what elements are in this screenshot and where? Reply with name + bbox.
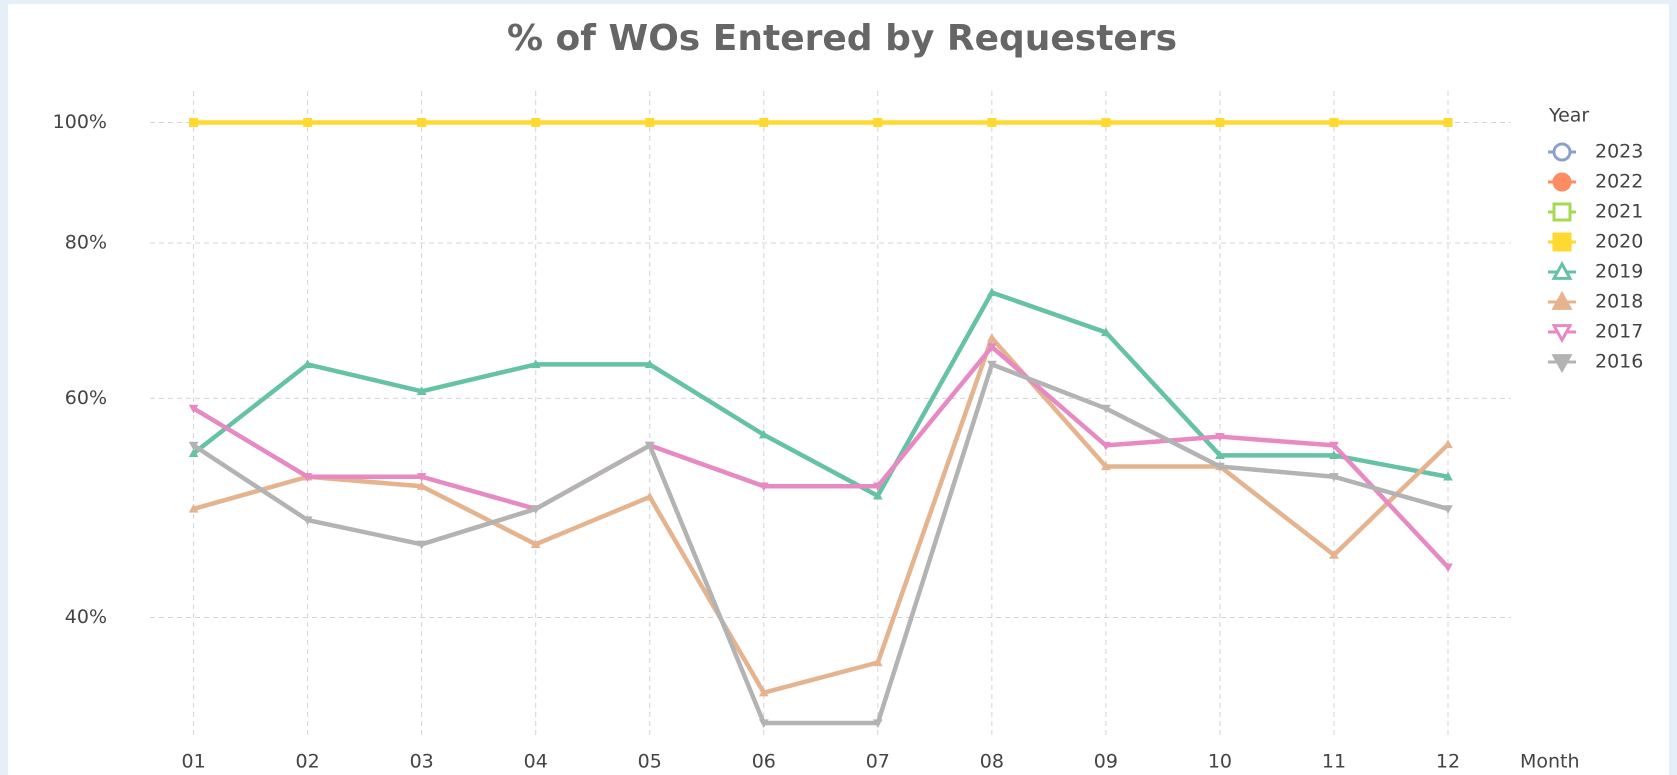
x-tick-label: 06 xyxy=(752,751,776,773)
legend-marker xyxy=(1552,232,1572,252)
legend-marker xyxy=(1551,354,1573,374)
data-point xyxy=(530,359,541,369)
legend-label: 2020 xyxy=(1595,231,1643,253)
data-point xyxy=(1215,117,1225,127)
y-tick-label: 80% xyxy=(65,232,107,254)
series-line xyxy=(192,362,1449,726)
series-line xyxy=(192,290,1449,499)
data-point xyxy=(188,404,199,414)
data-point xyxy=(1443,117,1453,127)
data-point xyxy=(644,441,655,451)
x-tick-label: 09 xyxy=(1094,751,1118,773)
chart-background xyxy=(8,4,1669,775)
data-point xyxy=(188,448,199,458)
x-tick-label: 03 xyxy=(410,751,434,773)
legend-label: 2022 xyxy=(1595,171,1643,193)
data-point xyxy=(530,505,541,514)
data-point xyxy=(1329,441,1339,451)
data-point xyxy=(188,441,199,451)
x-tick-label: 12 xyxy=(1436,751,1460,773)
legend-marker xyxy=(1552,142,1572,162)
data-point xyxy=(872,719,883,729)
data-point xyxy=(872,482,883,492)
legend-marker xyxy=(1552,202,1572,222)
x-tick-label: 10 xyxy=(1208,751,1232,773)
series-line xyxy=(192,344,1450,569)
data-point xyxy=(987,117,997,127)
x-tick-label: 04 xyxy=(524,751,548,773)
data-point xyxy=(758,482,769,492)
x-tick-label: 02 xyxy=(296,751,320,773)
data-point xyxy=(303,117,313,127)
x-tick-label: 11 xyxy=(1322,751,1346,773)
y-tick-label: 40% xyxy=(65,606,107,628)
data-point xyxy=(645,117,655,127)
x-tick-label: 08 xyxy=(980,751,1004,773)
legend-label: 2019 xyxy=(1595,261,1643,283)
data-point xyxy=(1215,432,1225,442)
data-point xyxy=(987,332,997,342)
legend-marker xyxy=(1551,290,1573,310)
data-point xyxy=(873,117,883,127)
x-tick-label: 05 xyxy=(638,751,662,773)
data-point xyxy=(758,429,769,439)
data-point xyxy=(759,117,769,127)
data-point xyxy=(1443,505,1453,514)
y-tick-label: 60% xyxy=(65,387,107,409)
legend-title: Year xyxy=(1548,105,1589,127)
data-point xyxy=(644,359,655,369)
data-point xyxy=(416,473,427,482)
data-point xyxy=(758,687,769,697)
data-point xyxy=(1101,461,1111,471)
x-tick-label: 07 xyxy=(866,751,890,773)
y-tick-label: 100% xyxy=(53,111,107,133)
data-point xyxy=(1443,563,1453,573)
data-point xyxy=(531,117,541,127)
data-point xyxy=(1329,550,1339,559)
data-point xyxy=(987,360,997,370)
legend-label: 2023 xyxy=(1595,141,1643,163)
chart-title: % of WOs Entered by Requesters xyxy=(507,18,1177,59)
data-point xyxy=(1443,471,1453,481)
data-point xyxy=(530,539,541,549)
data-point xyxy=(1101,327,1111,337)
x-tick-label: 01 xyxy=(182,751,206,773)
data-point xyxy=(302,516,313,526)
data-point xyxy=(1101,441,1111,451)
legend-marker xyxy=(1551,324,1573,344)
data-point xyxy=(872,657,883,667)
data-point xyxy=(1329,450,1339,460)
data-point xyxy=(1101,117,1111,127)
data-point xyxy=(1443,439,1453,449)
data-point xyxy=(1215,450,1225,460)
data-point xyxy=(302,359,313,369)
data-point xyxy=(1329,117,1339,127)
x-axis-label: Month xyxy=(1520,751,1580,773)
series-line xyxy=(192,335,1450,695)
data-point xyxy=(644,491,655,501)
legend-label: 2017 xyxy=(1595,321,1643,343)
data-point xyxy=(987,343,997,352)
legend-marker xyxy=(1551,260,1573,280)
data-point xyxy=(416,386,427,395)
data-point xyxy=(1215,462,1225,472)
data-point xyxy=(758,719,769,729)
legend-label: 2016 xyxy=(1595,351,1643,373)
legend-label: 2021 xyxy=(1595,201,1643,223)
data-point xyxy=(416,481,427,490)
data-point xyxy=(1101,404,1111,414)
data-point xyxy=(872,490,883,500)
data-point xyxy=(987,287,997,297)
data-point xyxy=(302,473,313,482)
data-point xyxy=(1329,473,1339,482)
data-point xyxy=(188,503,199,513)
legend-label: 2018 xyxy=(1595,291,1643,313)
data-point xyxy=(189,117,199,127)
data-point xyxy=(417,117,427,127)
data-point xyxy=(416,540,427,550)
legend-marker xyxy=(1552,172,1572,192)
